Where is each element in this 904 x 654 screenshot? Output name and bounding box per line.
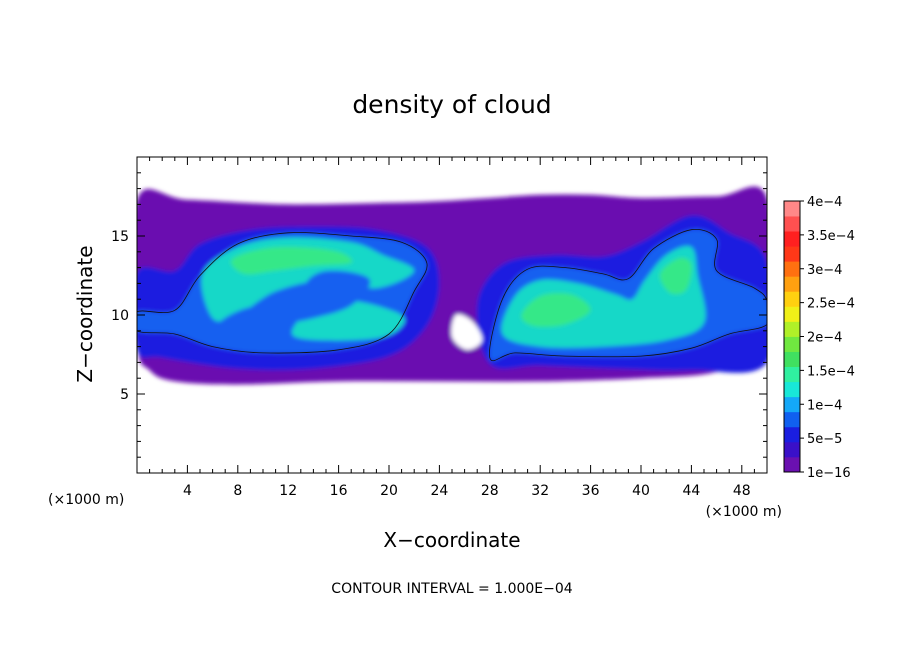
x-tick-label: 28 xyxy=(481,483,499,499)
colorbar-swatch xyxy=(784,351,800,368)
colorbar-label: 2e−4 xyxy=(807,331,842,346)
colorbar-label: 1.5e−4 xyxy=(807,364,855,379)
contour-line-1 xyxy=(137,232,428,354)
colorbar-swatch xyxy=(784,456,800,473)
colorbar-swatch xyxy=(784,201,800,217)
colorbar-swatch xyxy=(784,441,800,458)
x-tick-label: 4 xyxy=(183,483,192,499)
x-tick-label: 20 xyxy=(380,483,398,499)
density-field xyxy=(137,186,767,385)
density-region-10 xyxy=(230,246,353,275)
x-tick-label: 8 xyxy=(233,483,242,499)
x-axis-unit-right: (×1000 m) xyxy=(706,504,782,520)
colorbar-label: 5e−5 xyxy=(807,432,842,447)
colorbar-swatch xyxy=(784,306,800,322)
colorbar-swatch xyxy=(784,426,800,443)
x-axis-unit-left: (×1000 m) xyxy=(48,492,124,508)
x-axis-ticks: 4 8 12 16 20 24 28 32 36 40 44 48 xyxy=(149,157,755,499)
colorbar-swatch xyxy=(784,381,800,398)
x-tick-label: 32 xyxy=(531,483,549,499)
x-tick-label: 16 xyxy=(330,483,348,499)
y-tick-label: 15 xyxy=(111,229,129,245)
colorbar-label: 4e−4 xyxy=(807,195,842,210)
colorbar: 1e−16 5e−5 1e−4 1.5e−4 2e−4 2.5e−4 3e−4 3.5e−4 4… xyxy=(783,195,855,481)
colorbar-swatch xyxy=(784,231,800,247)
x-tick-label: 48 xyxy=(733,483,751,499)
density-region-13 xyxy=(451,314,483,350)
x-tick-label: 24 xyxy=(430,483,448,499)
colorbar-swatch xyxy=(784,336,800,352)
x-tick-label: 40 xyxy=(632,483,650,499)
colorbar-label: 1e−4 xyxy=(807,398,842,413)
colorbar-label: 3.5e−4 xyxy=(807,229,855,244)
colorbar-swatch xyxy=(784,246,800,262)
colorbar-swatch xyxy=(784,276,800,292)
x-tick-label: 12 xyxy=(279,483,297,499)
colorbar-swatch xyxy=(784,366,800,383)
density-region-12 xyxy=(659,257,692,295)
colorbar-label: 1e−16 xyxy=(807,466,851,481)
colorbar-swatch xyxy=(784,291,800,307)
colorbar-swatch xyxy=(784,396,800,413)
colorbar-swatch xyxy=(784,261,800,277)
x-tick-label: 36 xyxy=(582,483,600,499)
contour-interval-note: CONTOUR INTERVAL = 1.000E−04 xyxy=(331,581,572,597)
colorbar-swatch xyxy=(784,216,800,232)
y-tick-label: 5 xyxy=(120,387,129,403)
density-region-9 xyxy=(218,270,371,335)
contour-line-2 xyxy=(489,228,767,362)
colorbar-label: 3e−4 xyxy=(807,263,842,278)
chart-title: density of cloud xyxy=(352,90,551,119)
y-axis-ticks: 5 10 15 xyxy=(111,172,767,458)
colorbar-swatch xyxy=(784,411,800,428)
plot-area xyxy=(137,157,767,473)
colorbar-label: 2.5e−4 xyxy=(807,297,855,312)
y-axis-title: Z−coordinate xyxy=(73,245,97,382)
y-tick-label: 10 xyxy=(111,308,129,324)
colorbar-swatch xyxy=(784,321,800,337)
x-tick-label: 44 xyxy=(682,483,700,499)
density-region-11 xyxy=(521,293,591,327)
x-axis-title: X−coordinate xyxy=(383,528,520,552)
